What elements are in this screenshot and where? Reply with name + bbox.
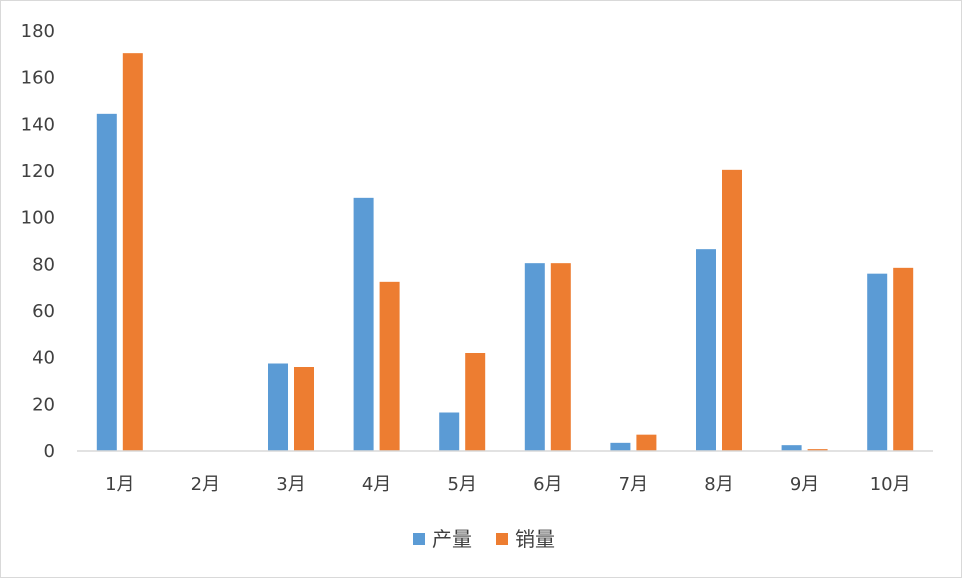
bar-sales-9 — [807, 449, 828, 451]
y-tick-label: 80 — [32, 254, 55, 275]
legend-swatch-sales — [496, 533, 508, 545]
bar-production-7 — [610, 442, 631, 451]
x-tick-label: 7月 — [619, 474, 648, 495]
bar-production-9 — [781, 445, 802, 451]
x-tick-label: 6月 — [533, 474, 562, 495]
x-tick-label: 10月 — [870, 474, 911, 495]
x-tick-label: 3月 — [276, 474, 305, 495]
y-tick-label: 100 — [21, 208, 55, 229]
legend: 产量 销量 — [413, 527, 555, 551]
x-tick-label: 2月 — [191, 474, 220, 495]
legend-swatch-production — [413, 533, 425, 545]
x-tick-label: 9月 — [790, 474, 819, 495]
bar-production-1 — [96, 113, 117, 451]
bar-production-4 — [353, 197, 374, 451]
y-tick-label: 120 — [21, 161, 55, 182]
y-tick-label: 20 — [32, 394, 55, 415]
x-tick-label: 5月 — [447, 474, 476, 495]
y-axis-tick-labels: 0 20 40 60 80 100 120 140 160 180 — [21, 21, 55, 462]
y-tick-label: 180 — [21, 21, 55, 42]
x-axis-tick-labels: 1月 2月 3月 4月 5月 6月 7月 8月 9月 10月 — [105, 474, 911, 495]
bar-production-3 — [268, 363, 288, 451]
bar-sales-7 — [636, 434, 657, 451]
bar-sales-8 — [722, 169, 742, 452]
y-tick-label: 160 — [21, 68, 55, 89]
bar-production-5 — [439, 412, 460, 451]
x-tick-label: 4月 — [362, 474, 391, 495]
bar-sales-6 — [550, 263, 571, 451]
x-tick-label: 1月 — [105, 474, 134, 495]
y-tick-label: 60 — [32, 301, 55, 322]
bar-sales-4 — [379, 281, 400, 451]
x-tick-label: 8月 — [704, 474, 733, 495]
y-tick-label: 40 — [32, 348, 55, 369]
y-tick-label: 140 — [21, 114, 55, 135]
bar-production-8 — [696, 249, 716, 451]
bar-sales-1 — [122, 53, 143, 452]
bar-sales-5 — [465, 353, 486, 451]
y-tick-label: 0 — [44, 441, 55, 462]
bar-sales-3 — [294, 367, 314, 451]
bar-sales-10 — [893, 267, 914, 451]
bar-production-6 — [524, 263, 545, 451]
bar-production-10 — [867, 273, 888, 451]
legend-label-sales: 销量 — [515, 527, 555, 551]
bars — [96, 53, 914, 452]
legend-label-production: 产量 — [432, 527, 472, 551]
